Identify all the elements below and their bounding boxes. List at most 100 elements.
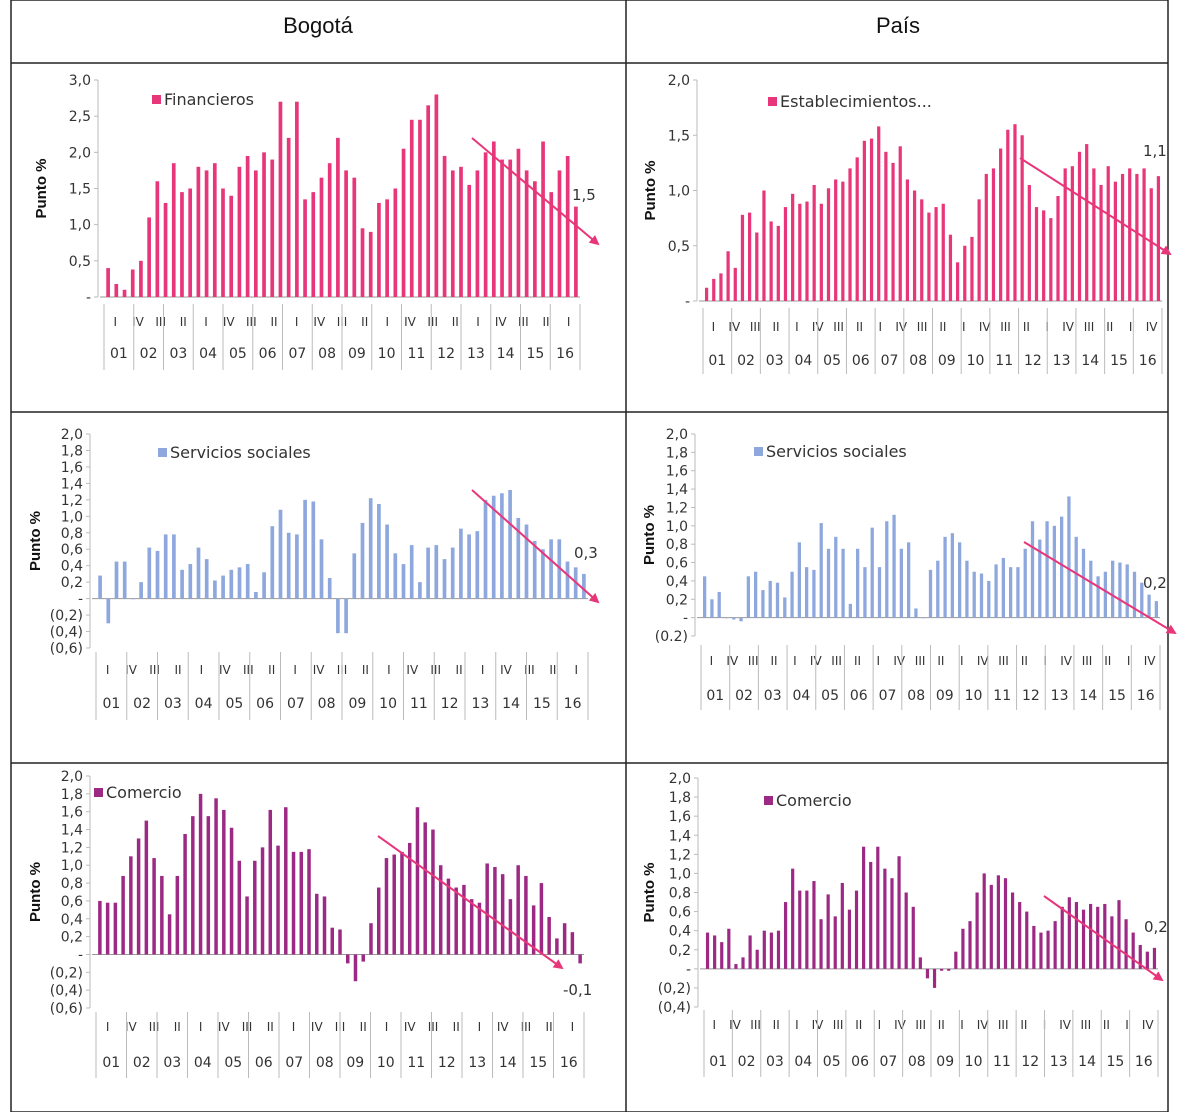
quarter-tick-label: I [793,654,797,668]
bar [982,873,986,969]
chart-panel: 3,0 2,5 2,0 1,5 1,0 0,5 - Punto % Financieros 1,5… [33,73,600,370]
bar [1020,135,1024,301]
bar [213,580,217,599]
quarter-tick-label: II [542,315,549,329]
bar [1016,567,1020,618]
y-tick-label: 1,6 [61,805,83,821]
bar [139,260,143,297]
year-tick-label: 07 [881,353,899,369]
bar [819,523,823,618]
y-tick-label: 1,4 [61,823,83,839]
bar [877,567,882,618]
bar [1118,562,1122,618]
bar [401,564,406,599]
quarter-tick-label: III [833,1018,844,1032]
bar [848,603,852,618]
year-tick-label: 13 [1053,353,1071,369]
quarter-tick-label: III [1000,320,1011,334]
bar [1067,496,1071,618]
year-tick-label: 14 [497,346,515,362]
bar [1099,184,1103,301]
quarter-tick-label: I [877,654,881,668]
bar [734,964,738,969]
quarter-tick-label: II [270,315,277,329]
bar [557,170,562,297]
bar [805,567,809,618]
y-tick-label: 0,6 [666,556,688,572]
bar [284,807,288,955]
legend-swatch [158,448,167,457]
bar [565,561,570,599]
year-tick-label: 10 [967,353,985,369]
bar [797,542,801,618]
year-tick-label: 13 [467,346,485,362]
quarter-tick-label: III [833,320,844,334]
bar [1081,909,1086,969]
year-tick-label: 12 [1024,353,1042,369]
year-tick-label: 02 [737,353,755,369]
year-tick-label: 14 [499,1055,517,1071]
year-tick-label: 05 [225,696,243,712]
bar [991,168,996,301]
y-tick-label: (0,2) [50,608,83,624]
bar [1049,218,1053,302]
quarter-tick-label: IV [500,663,513,677]
bar [299,851,304,955]
bar [826,548,831,618]
bar [1032,925,1036,969]
bar [712,278,716,301]
y-tick-label: 1,0 [61,858,83,874]
bar [122,561,127,599]
bar [409,119,414,297]
y-tick-label: 3,0 [69,73,91,89]
y-tick-label: 2,0 [669,771,691,787]
bar [1156,176,1161,301]
bar [491,141,496,297]
bar [377,202,381,297]
bar [557,539,562,599]
quarter-tick-label: I [204,315,208,329]
bar [733,267,737,301]
bar [147,217,151,297]
bar [999,148,1003,301]
bar [1034,207,1039,301]
quarter-tick-label: I [1125,1018,1129,1032]
quarter-tick-label: IV [1144,654,1157,668]
bar [704,287,709,301]
quarter-tick-label: III [1080,1018,1091,1032]
y-tick-label: 1,8 [61,787,83,803]
bar [1052,525,1056,618]
quarter-tick-label: IV [728,320,741,334]
bar [1145,951,1149,969]
bar [221,575,225,599]
bar [415,807,420,955]
bar [996,875,1000,969]
bar [1089,903,1093,969]
year-tick-label: 07 [287,696,305,712]
bar [175,875,180,955]
quarter-tick-label: IV [311,1020,324,1034]
year-tick-label: 01 [110,346,128,362]
bar [855,157,859,301]
bar [740,214,745,301]
bar [912,190,917,301]
bar [972,571,976,618]
bar [885,521,889,618]
year-tick-label: 11 [995,353,1013,369]
bar [303,499,307,599]
bar [869,861,873,969]
bar [710,599,714,618]
bar [198,793,203,955]
quarter-tick-label: II [267,1020,274,1034]
bar [958,542,962,618]
bar [869,138,874,301]
quarter-tick-label: I [567,315,571,329]
bar [541,141,545,297]
bar [1013,124,1017,301]
bar [776,930,781,969]
bar [516,517,521,599]
quarter-tick-label: II [360,1020,367,1034]
bar [315,893,319,955]
bar [268,809,273,955]
quarter-tick-label: II [939,320,946,334]
